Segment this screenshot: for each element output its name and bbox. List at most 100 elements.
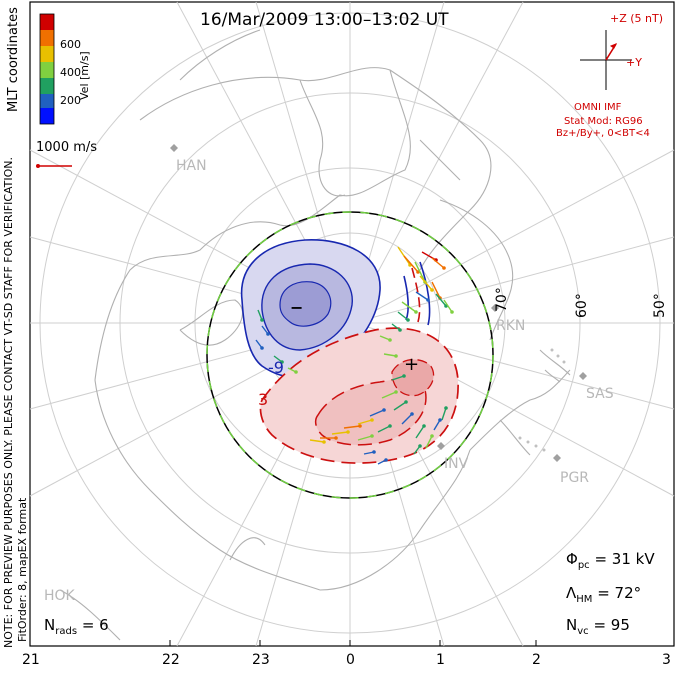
imf-model: Stat Mod: RG96 — [564, 116, 643, 127]
velocity-vector — [401, 413, 413, 425]
negative-cell-marker: − — [290, 298, 304, 317]
velocity-vector-origin — [410, 412, 414, 416]
station-inv: INV — [444, 456, 469, 472]
velocity-vector — [403, 255, 419, 273]
vector-scale — [36, 164, 72, 168]
velocity-vector-origin — [384, 458, 388, 462]
map-title: 16/Mar/2009 13:00–13:02 UT — [200, 10, 449, 30]
velocity-vector — [415, 425, 425, 439]
velocity-vector-origin — [370, 418, 374, 422]
velocity-vector — [397, 246, 411, 266]
velocity-vector-origin — [404, 400, 408, 404]
velocity-vector — [435, 293, 447, 307]
velocity-vector-origin — [322, 440, 326, 444]
nrads-stat: Nrads = 6 — [44, 616, 109, 637]
velocity-vector-origin — [388, 424, 392, 428]
velocity-vector-origin — [388, 338, 392, 342]
mlt-tick-23: 23 — [252, 652, 270, 668]
latitude-60: 60° — [574, 293, 590, 318]
lambda-hm-stat: ΛHM = 72° — [566, 584, 642, 605]
nvc-stat: Nvc = 95 — [566, 616, 630, 637]
preview-notice: NOTE: FOR PREVIEW PURPOSES ONLY. PLEASE … — [2, 156, 15, 648]
station-sas: SAS — [586, 386, 614, 402]
velocity-vector-origin — [430, 434, 434, 438]
velocity-vector — [425, 435, 433, 449]
imf-z-label: +Z (5 nT) — [610, 12, 664, 25]
velocity-vector-origin — [334, 436, 338, 440]
velocity-vector — [414, 261, 426, 283]
tick-marks — [29, 640, 675, 646]
mlt-tick-0: 0 — [346, 652, 355, 668]
velocity-vector — [383, 353, 397, 357]
station-han: HAN — [176, 158, 207, 174]
velocity-vector — [343, 425, 361, 429]
velocity-vector-origin — [418, 444, 422, 448]
vector-scale-label: 1000 m/s — [36, 140, 98, 155]
dayside-contours — [403, 261, 431, 326]
imf-y-label: +Y — [626, 56, 642, 69]
velocity-vector-origin — [394, 390, 398, 394]
velocity-vector-origin — [260, 318, 264, 322]
station-rkn: RKN — [496, 318, 526, 334]
velocity-vector-origin — [294, 370, 298, 374]
imf-condition: Bz+/By+, 0<BT<4 — [556, 128, 650, 139]
velocity-vector — [331, 431, 349, 435]
boundary-overlay — [206, 211, 494, 499]
phi-pc-stat: Φpc = 31 kV — [566, 550, 655, 571]
velocity-vector-origin — [260, 346, 264, 350]
velocity-vector-origin — [442, 266, 446, 270]
velocity-vector — [419, 275, 433, 291]
velocity-vector — [415, 291, 429, 301]
velocity-vector — [397, 311, 409, 321]
velocity-vector — [441, 407, 447, 421]
mlt-tick-3: 3 — [662, 652, 671, 668]
positive-contour-value: 3 — [258, 390, 269, 409]
negative-contour-value: -9 — [268, 358, 284, 377]
velocity-vector — [381, 391, 397, 399]
colorbar-tick-600: 600 — [60, 38, 81, 51]
color-bar — [39, 13, 55, 125]
velocity-vector-origin — [358, 424, 362, 428]
mlt-tick-22: 22 — [162, 652, 180, 668]
mlt-tick-21: 21 — [22, 652, 40, 668]
velocity-vector-origin — [280, 360, 284, 364]
velocity-vector-origin — [398, 328, 402, 332]
velocity-vector-origin — [422, 424, 426, 428]
velocity-vector-origin — [406, 318, 410, 322]
colorbar-tick-200: 200 — [60, 94, 81, 107]
velocity-vector — [433, 419, 441, 431]
velocity-vector — [369, 409, 385, 417]
velocity-vector-origin — [346, 430, 350, 434]
station-hok: HOK — [44, 588, 75, 604]
mlt-tick-1: 1 — [436, 652, 445, 668]
velocity-vector-origin — [370, 434, 374, 438]
velocity-vector-origin — [426, 298, 430, 302]
imf-source: OMNI IMF — [574, 102, 622, 113]
velocity-vector — [391, 375, 405, 381]
velocity-vector-origin — [444, 406, 448, 410]
velocity-vector — [443, 299, 453, 313]
velocity-vector-origin — [382, 408, 386, 412]
station-markers — [170, 144, 587, 462]
velocity-vectors — [255, 246, 454, 465]
velocity-vector — [393, 401, 407, 411]
velocity-vector-origin — [394, 354, 398, 358]
mlt-tick-2: 2 — [532, 652, 541, 668]
velocity-vector — [357, 419, 373, 425]
coastlines — [59, 29, 571, 641]
velocity-vector-origin — [402, 374, 406, 378]
map-frame — [29, 1, 675, 647]
velocity-vector-origin — [438, 418, 442, 422]
fitorder-label: FitOrder: 8, mapEX format — [16, 497, 29, 642]
velocity-vector-origin — [266, 332, 270, 336]
colorbar-tick-400: 400 — [60, 66, 81, 79]
velocity-vector — [309, 439, 325, 443]
latitude-70: 70° — [494, 287, 510, 312]
velocity-vector — [377, 425, 391, 433]
imf-clock — [580, 30, 632, 90]
latitude-50: 50° — [652, 293, 668, 318]
velocity-vector-origin — [372, 450, 376, 454]
station-pgr: PGR — [560, 470, 590, 486]
coordinates-label: MLT coordinates — [6, 7, 21, 112]
